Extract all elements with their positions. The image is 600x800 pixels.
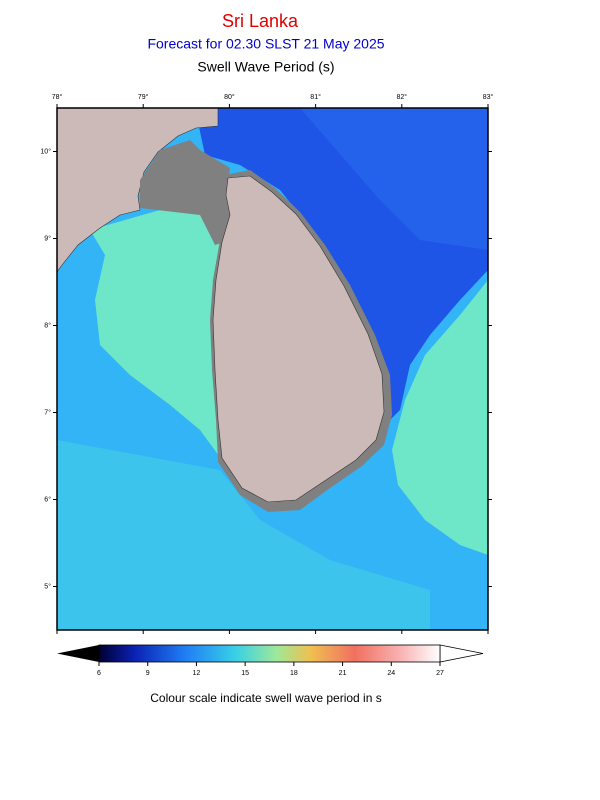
subtitle: Forecast for 02.30 SLST 21 May 2025 <box>147 36 384 52</box>
colorbar-ticks: 6 9 12 15 18 21 24 27 <box>97 662 444 677</box>
ocean-aqua-east <box>392 280 488 555</box>
colorbar-label: 27 <box>436 670 444 677</box>
lon-label: 81° <box>310 93 321 101</box>
lat-label: 5° <box>44 582 51 590</box>
lat-label: 10° <box>40 147 51 155</box>
lon-label: 79° <box>138 93 149 101</box>
colorbar-label: 18 <box>290 670 298 677</box>
colorbar-label: 21 <box>339 670 347 677</box>
lon-label: 80° <box>224 93 235 101</box>
caption: Colour scale indicate swell wave period … <box>150 691 381 705</box>
india <box>57 108 219 273</box>
ocean-teal <box>57 440 430 630</box>
lon-label: 82° <box>397 93 408 101</box>
variable: Swell Wave Period (s) <box>197 59 334 75</box>
map-field <box>57 108 488 630</box>
lat-label: 6° <box>44 495 51 503</box>
title: Sri Lanka <box>222 11 299 31</box>
lon-label: 78° <box>52 93 63 101</box>
colorbar-label: 6 <box>97 670 101 677</box>
colorbar-label: 15 <box>241 670 249 677</box>
colorbar-label: 9 <box>146 670 150 677</box>
ocean-deep-light <box>300 108 488 250</box>
colorbar-low <box>57 645 99 662</box>
colorbar <box>98 644 441 663</box>
axes: 78° 79° 80° 81° 82° 83° 5° 6° 7° 8° 9° 10° <box>40 93 493 634</box>
lat-label: 9° <box>44 234 51 242</box>
sri-lanka <box>212 175 385 503</box>
colorbar-high <box>439 644 484 663</box>
colorbar-label: 12 <box>193 670 201 677</box>
ocean-aqua-west <box>90 208 222 460</box>
lat-label: 7° <box>44 408 51 416</box>
lon-label: 83° <box>483 93 494 101</box>
shelf <box>140 140 235 245</box>
lat-label: 8° <box>44 321 51 329</box>
map-frame <box>56 107 489 631</box>
colorbar-label: 24 <box>387 670 395 677</box>
